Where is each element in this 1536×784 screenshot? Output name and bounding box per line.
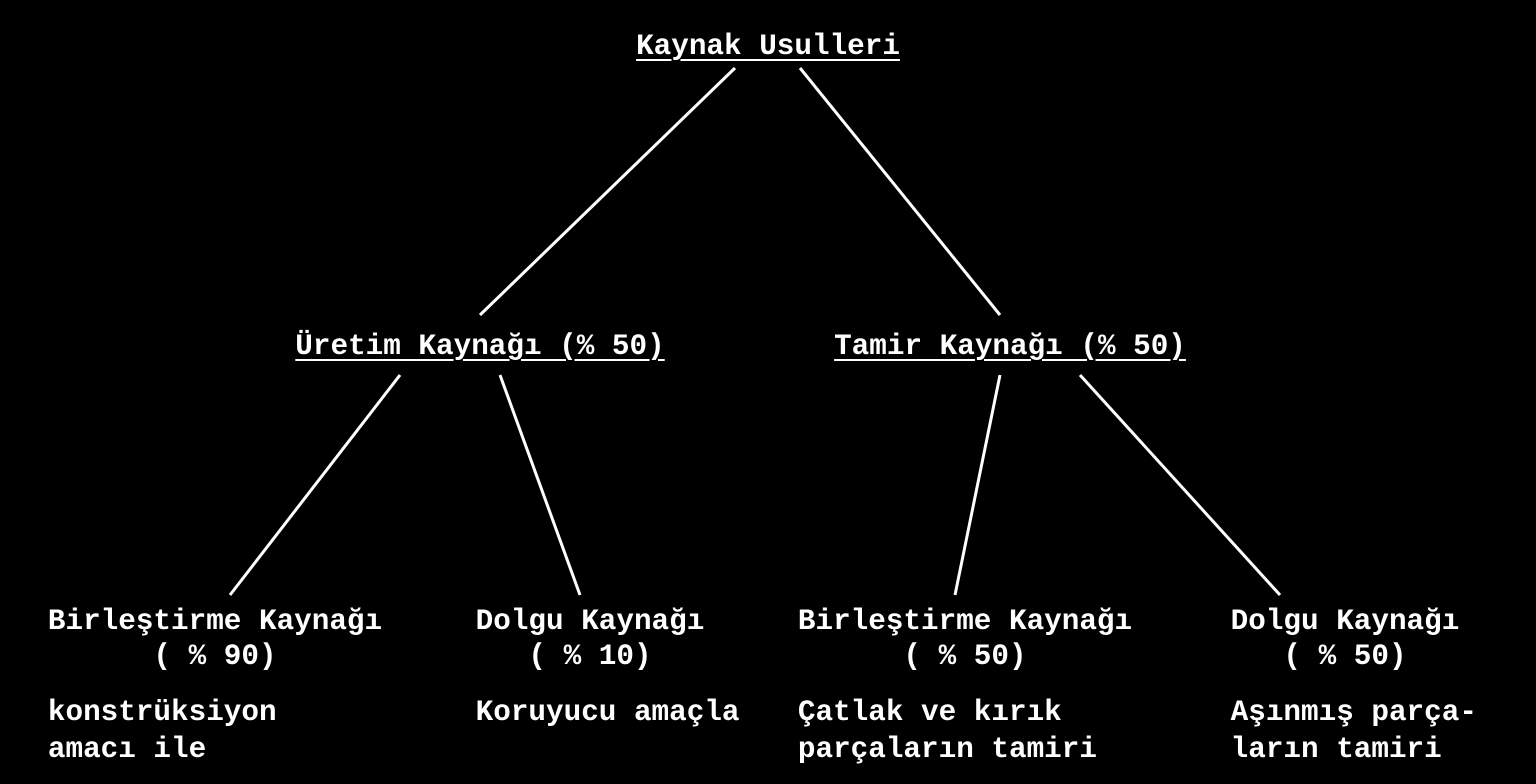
tree-leaf-dolgu-tamir: Dolgu Kaynağı ( % 50): [1231, 605, 1460, 673]
leaf-percent: ( % 50): [798, 640, 1132, 673]
edge: [480, 68, 735, 315]
leaf-desc-konstruksiyon: konstrüksiyonamacı ile: [48, 695, 277, 768]
edge: [800, 68, 1000, 315]
tree-leaf-birlestirme-tamir: Birleştirme Kaynağı ( % 50): [798, 605, 1132, 673]
leaf-title: Birleştirme Kaynağı: [48, 605, 382, 638]
edge: [500, 375, 580, 595]
tree-node-tamir: Tamir Kaynağı (% 50): [834, 330, 1186, 363]
leaf-percent: ( % 10): [476, 640, 705, 673]
edge: [230, 375, 400, 595]
tree-leaf-birlestirme-uretim: Birleştirme Kaynağı ( % 90): [48, 605, 382, 673]
tree-root: Kaynak Usulleri: [636, 30, 900, 63]
tree-node-uretim: Üretim Kaynağı (% 50): [295, 330, 664, 363]
edge: [955, 375, 1000, 595]
tree-diagram: Kaynak Usulleri Üretim Kaynağı (% 50) Ta…: [0, 0, 1536, 784]
leaf-percent: ( % 50): [1231, 640, 1460, 673]
leaf-title: Birleştirme Kaynağı: [798, 605, 1132, 638]
leaf-desc-koruyucu: Koruyucu amaçla: [476, 695, 740, 732]
leaf-title: Dolgu Kaynağı: [1231, 605, 1460, 638]
edge: [1080, 375, 1280, 595]
leaf-percent: ( % 90): [48, 640, 382, 673]
leaf-title: Dolgu Kaynağı: [476, 605, 705, 638]
leaf-desc-asinmis: Aşınmış parça-ların tamiri: [1231, 695, 1477, 768]
tree-leaf-dolgu-uretim: Dolgu Kaynağı ( % 10): [476, 605, 705, 673]
leaf-desc-catlak: Çatlak ve kırıkparçaların tamiri: [798, 695, 1097, 768]
